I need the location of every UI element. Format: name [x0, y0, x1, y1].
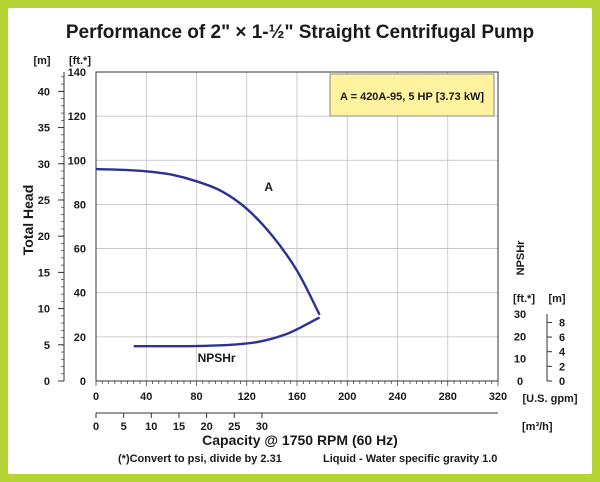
- x-tick-label-gpm: 240: [388, 391, 406, 403]
- x-tick-label-m3h: 30: [256, 421, 268, 433]
- y-tick-label-m: 30: [38, 159, 50, 171]
- y-tick-label-ft: 140: [68, 67, 86, 79]
- y-tick-label-m: 10: [38, 304, 50, 316]
- y-tick-label-m: 40: [38, 86, 50, 98]
- y-unit-feet: [ft.*]: [69, 55, 91, 67]
- y-tick-label-ft: 20: [74, 332, 86, 344]
- y-unit-meters: [m]: [33, 55, 50, 67]
- footnote-right: Liquid - Water specific gravity 1.0: [323, 453, 497, 465]
- curves: A NPSHr: [95, 167, 321, 365]
- x-axis-label: Capacity @ 1750 RPM (60 Hz): [202, 432, 398, 448]
- y-tick-label-ft: 120: [68, 111, 86, 123]
- x-tick-label-m3h: 15: [173, 421, 185, 433]
- npsh-tick-label-m: 8: [559, 317, 565, 329]
- y-tick-label-ft: 0: [80, 376, 86, 388]
- npsh-tick-label-ft: 30: [514, 309, 526, 321]
- y-tick-label-m: 20: [38, 231, 50, 243]
- x-tick-label-m3h: 10: [145, 421, 157, 433]
- x-tick-label-gpm: 160: [288, 391, 306, 403]
- y-tick-label-ft: 60: [74, 244, 86, 256]
- axis-ticks: 0 40 80 120 160 200 240 280 32002040608010012014…: [38, 67, 566, 433]
- x-tick-label-m3h: 25: [228, 421, 240, 433]
- x-tick-label-m3h: 5: [121, 421, 127, 433]
- x-tick-label-gpm: 40: [140, 391, 152, 403]
- y-tick-label-ft: 80: [74, 199, 86, 211]
- x-tick-label-gpm: 200: [338, 391, 356, 403]
- head-curve-a: [95, 167, 321, 316]
- series-label-a: A: [264, 180, 273, 194]
- y-tick-label-m: 5: [44, 340, 50, 352]
- npsh-tick-label-m: 4: [559, 347, 566, 359]
- npshr-curve: [133, 316, 321, 348]
- series-label-npshr: NPSHr: [198, 351, 236, 365]
- y-tick-label-m: 35: [38, 123, 50, 135]
- npsh-tick-label-ft: 20: [514, 331, 526, 343]
- x-tick-label-m3h: 20: [200, 421, 212, 433]
- grid: [96, 72, 498, 381]
- x-tick-label-gpm: 0: [93, 391, 99, 403]
- chart-frame: Performance of 2" × 1-½" Straight Centri…: [8, 8, 592, 474]
- footnote-left: (*)Convert to psi, divide by 2.31: [118, 453, 282, 465]
- y-tick-label-m: 25: [38, 195, 50, 207]
- chart-title: Performance of 2" × 1-½" Straight Centri…: [66, 22, 534, 43]
- npsh-tick-label-m: 2: [559, 361, 565, 373]
- y-tick-label-ft: 100: [68, 155, 86, 167]
- legend-box: [329, 73, 495, 117]
- npsh-unit-feet: [ft.*]: [513, 293, 535, 305]
- npsh-unit-meters: [m]: [548, 293, 565, 305]
- y-axis-label: Total Head: [20, 185, 36, 256]
- x-unit-gpm: [U.S. gpm]: [523, 393, 578, 405]
- npsh-tick-label-ft: 10: [514, 354, 526, 366]
- x-tick-label-gpm: 280: [439, 391, 457, 403]
- npsh-tick-label-m: 6: [559, 332, 565, 344]
- x-unit-m3h: [m³/h]: [522, 421, 553, 433]
- x-tick-label-m3h: 0: [93, 421, 99, 433]
- y-tick-label-m: 15: [38, 267, 50, 279]
- x-tick-label-gpm: 320: [489, 391, 507, 403]
- y-tick-label-m: 0: [44, 376, 50, 388]
- pump-performance-chart: Performance of 2" × 1-½" Straight Centri…: [20, 22, 578, 465]
- x-tick-label-gpm: 120: [238, 391, 256, 403]
- npsh-tick-label-m: 0: [559, 376, 565, 388]
- legend-text: A = 420A-95, 5 HP [3.73 kW]: [340, 91, 484, 103]
- npsh-axis-label: NPSHr: [515, 240, 527, 276]
- x-tick-label-gpm: 80: [190, 391, 202, 403]
- npsh-tick-label-ft: 0: [517, 376, 523, 388]
- y-tick-label-ft: 40: [74, 288, 86, 300]
